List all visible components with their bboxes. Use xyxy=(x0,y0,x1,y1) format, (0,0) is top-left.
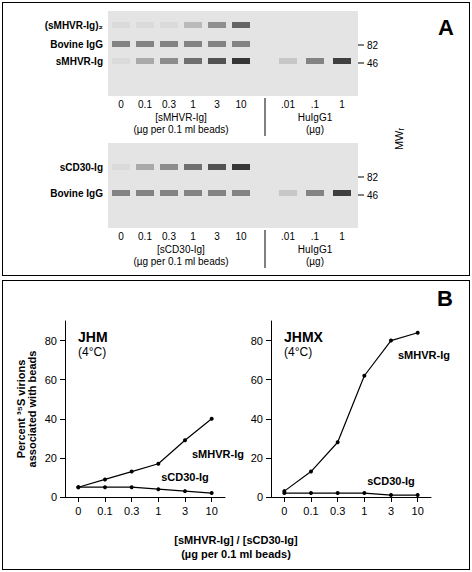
svg-text:.1: .1 xyxy=(311,231,320,242)
svg-text:40: 40 xyxy=(45,413,57,425)
svg-text:82: 82 xyxy=(367,40,379,51)
svg-text:0.1: 0.1 xyxy=(138,231,152,242)
svg-text:0.3: 0.3 xyxy=(162,231,176,242)
svg-text:60: 60 xyxy=(251,374,263,386)
svg-text:associated with beads: associated with beads xyxy=(26,351,38,468)
svg-text:HuIgG1: HuIgG1 xyxy=(298,244,333,255)
svg-text:sMHVR-Ig: sMHVR-Ig xyxy=(192,448,244,460)
svg-text:0.3: 0.3 xyxy=(330,505,345,517)
svg-text:JHM: JHM xyxy=(78,329,108,345)
svg-text:0.3: 0.3 xyxy=(124,505,139,517)
svg-text:(sMHVR-Ig)₂: (sMHVR-Ig)₂ xyxy=(45,20,103,31)
svg-text:(4°C): (4°C) xyxy=(284,345,312,359)
svg-text:1: 1 xyxy=(190,231,196,242)
svg-text:1: 1 xyxy=(339,99,345,110)
svg-text:46: 46 xyxy=(367,190,379,201)
svg-text:0: 0 xyxy=(281,505,287,517)
svg-text:10: 10 xyxy=(206,505,218,517)
svg-text:(µg per 0.1 ml beads): (µg per 0.1 ml beads) xyxy=(133,256,228,267)
svg-text:JHMX: JHMX xyxy=(284,329,324,345)
svg-text:1: 1 xyxy=(339,231,345,242)
svg-text:[sCD30-Ig]: [sCD30-Ig] xyxy=(157,244,205,255)
svg-text:HuIgG1: HuIgG1 xyxy=(298,112,333,123)
svg-text:10: 10 xyxy=(412,505,424,517)
svg-text:Percent ³⁵S virions: Percent ³⁵S virions xyxy=(14,359,27,459)
svg-text:80: 80 xyxy=(45,335,57,347)
svg-text:.01: .01 xyxy=(281,99,295,110)
svg-text:1: 1 xyxy=(155,505,161,517)
svg-text:10: 10 xyxy=(235,99,247,110)
svg-text:3: 3 xyxy=(214,99,220,110)
svg-text:3: 3 xyxy=(388,505,394,517)
svg-text:1: 1 xyxy=(190,99,196,110)
svg-text:3: 3 xyxy=(214,231,220,242)
svg-text:82: 82 xyxy=(367,172,379,183)
svg-text:3: 3 xyxy=(182,505,188,517)
svg-text:.1: .1 xyxy=(311,99,320,110)
svg-text:0: 0 xyxy=(118,99,124,110)
svg-text:A: A xyxy=(438,15,454,40)
svg-text:60: 60 xyxy=(45,374,57,386)
svg-text:[sMHVR-Ig] / [sCD30-Ig]: [sMHVR-Ig] / [sCD30-Ig] xyxy=(174,534,298,546)
svg-text:sMHVR-Ig: sMHVR-Ig xyxy=(398,349,450,361)
svg-text:20: 20 xyxy=(45,452,57,464)
svg-text:0: 0 xyxy=(51,491,57,503)
svg-text:80: 80 xyxy=(251,335,263,347)
svg-text:0.1: 0.1 xyxy=(97,505,112,517)
svg-text:sMHVR-Ig: sMHVR-Ig xyxy=(56,56,103,67)
svg-text:0.3: 0.3 xyxy=(162,99,176,110)
svg-text:(µg): (µg) xyxy=(306,256,324,267)
svg-text:0: 0 xyxy=(75,505,81,517)
svg-text:0.1: 0.1 xyxy=(303,505,318,517)
svg-text:sCD30-Ig: sCD30-Ig xyxy=(367,475,415,487)
svg-text:40: 40 xyxy=(251,413,263,425)
svg-text:46: 46 xyxy=(367,58,379,69)
svg-text:0.1: 0.1 xyxy=(138,99,152,110)
svg-text:.01: .01 xyxy=(281,231,295,242)
svg-text:sCD30-Ig: sCD30-Ig xyxy=(60,162,103,173)
svg-text:20: 20 xyxy=(251,452,263,464)
svg-text:1: 1 xyxy=(361,505,367,517)
svg-text:Bovine IgG: Bovine IgG xyxy=(50,39,103,50)
svg-text:Bovine IgG: Bovine IgG xyxy=(50,188,103,199)
svg-text:(µg per 0.1 ml beads): (µg per 0.1 ml beads) xyxy=(133,124,228,135)
svg-text:B: B xyxy=(437,286,453,311)
svg-text:sCD30-Ig: sCD30-Ig xyxy=(161,471,209,483)
svg-text:10: 10 xyxy=(235,231,247,242)
svg-text:(µg per 0.1 ml beads): (µg per 0.1 ml beads) xyxy=(181,548,291,560)
svg-text:0: 0 xyxy=(118,231,124,242)
svg-text:[sMHVR-Ig]: [sMHVR-Ig] xyxy=(155,112,207,123)
svg-text:MWᵣ: MWᵣ xyxy=(393,128,405,151)
svg-text:(µg): (µg) xyxy=(306,124,324,135)
svg-text:(4°C): (4°C) xyxy=(78,345,106,359)
svg-text:0: 0 xyxy=(257,491,263,503)
